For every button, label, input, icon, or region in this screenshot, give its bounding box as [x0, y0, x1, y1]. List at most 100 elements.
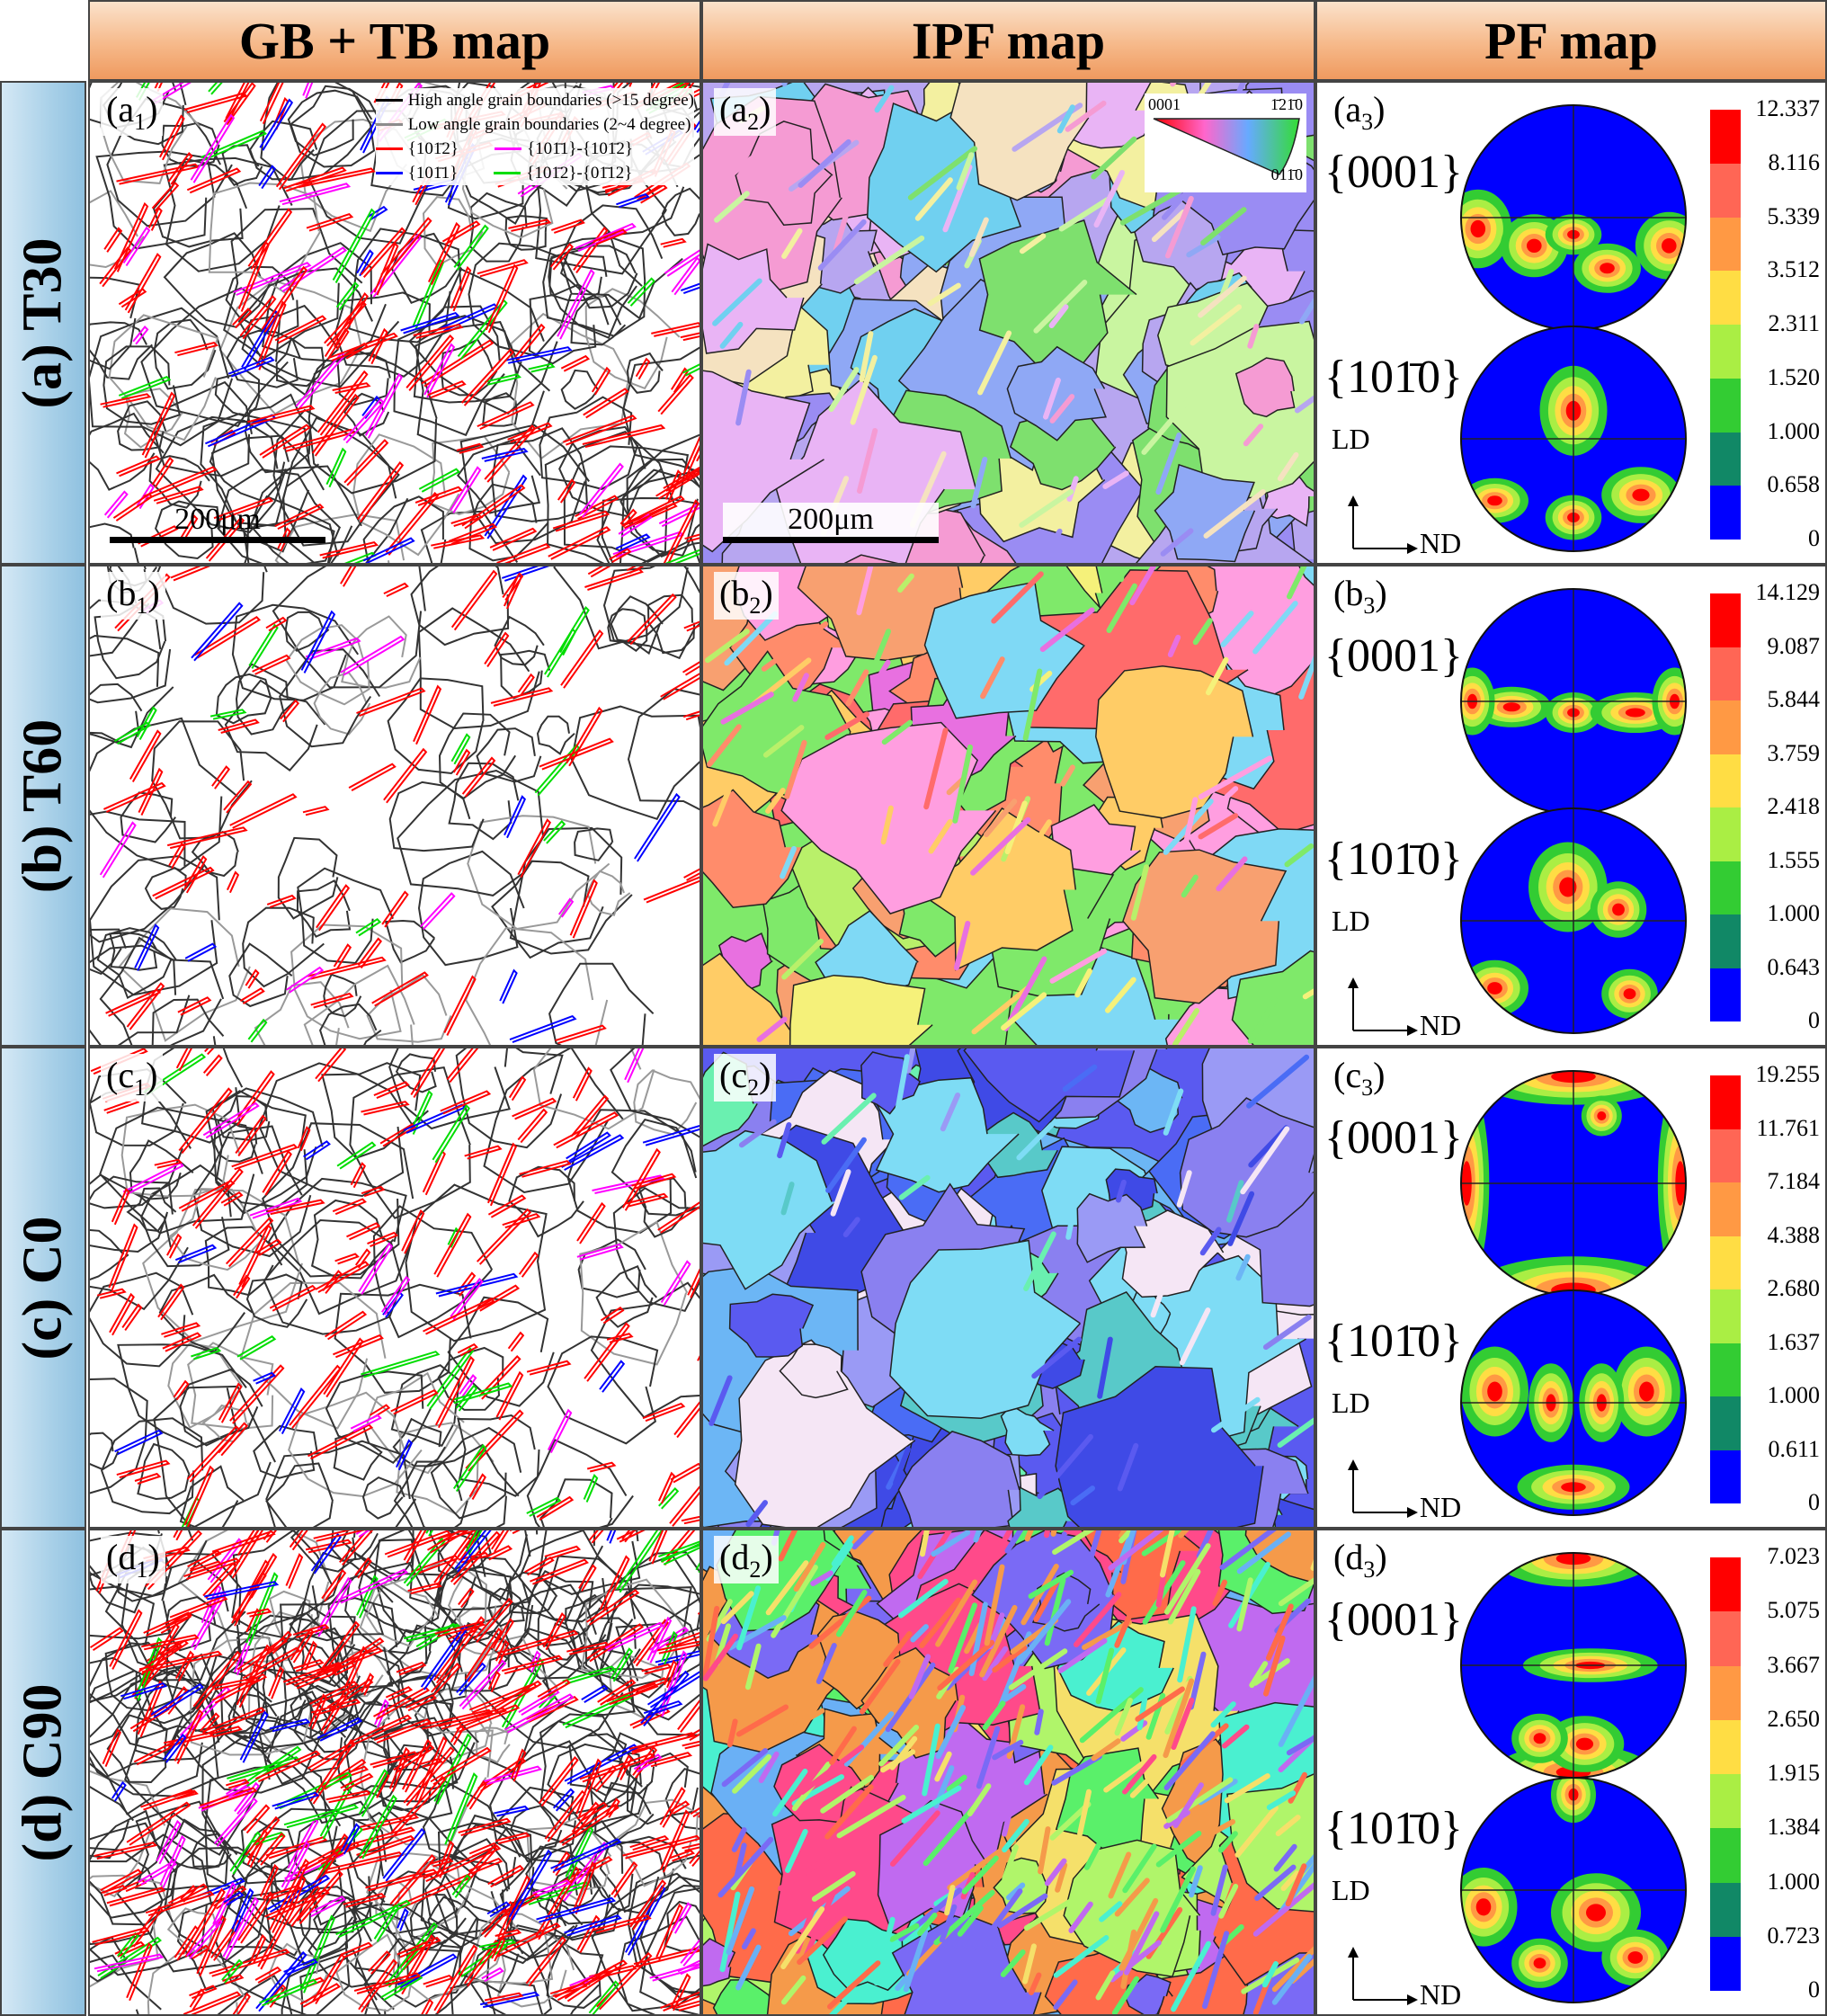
twin-boundaries	[90, 1048, 700, 1527]
colorbar-tick-label: 11.761	[1756, 1114, 1820, 1141]
gb-tb-map-panel: (c1)	[88, 1047, 701, 1529]
pf-prism-label: {101̄0}	[1324, 1803, 1463, 1854]
colorbar-tick-label: 1.520	[1767, 363, 1821, 390]
colorbar-tick-label: 1.000	[1767, 900, 1821, 926]
panel-label: (d3)	[1328, 1536, 1393, 1583]
header-pf: PF map	[1315, 0, 1827, 81]
colorbar-tick-label: 0.658	[1767, 471, 1821, 498]
nd-axis-label: ND	[1420, 1009, 1462, 1041]
pf-map-panel: {0001} {101̄0} LD ND 7.023 5.075 3.667 2.650 1.9…	[1315, 1529, 1827, 2016]
colorbar-tick-label: 1.000	[1767, 417, 1821, 444]
ipf-twins	[705, 566, 1314, 1045]
colorbar-tick-label: 8.116	[1768, 148, 1820, 175]
pf-basal-label: {0001}	[1324, 630, 1463, 682]
colorbar-tick-label: 5.844	[1767, 686, 1821, 712]
colorbar-tick-label: 0	[1808, 1489, 1820, 1515]
panel-label: (b3)	[1328, 572, 1393, 620]
ld-axis-label: LD	[1332, 423, 1370, 455]
colorbar-tick-label: 1.384	[1767, 1814, 1821, 1841]
colorbar-tick-label: 0	[1808, 1007, 1820, 1033]
pf-colorbar	[1710, 1075, 1741, 1503]
ipf-map-panel: (d2)	[701, 1529, 1315, 2016]
colorbar-tick-label: 1.637	[1767, 1328, 1821, 1355]
pf-colorbar	[1710, 593, 1741, 1021]
nd-axis-label: ND	[1420, 527, 1462, 559]
ipf-grains	[703, 1048, 1314, 1527]
colorbar-tick-label: 0.611	[1768, 1435, 1820, 1462]
colorbar-tick-label: 0	[1808, 525, 1820, 551]
colorbar-tick-label: 5.075	[1767, 1597, 1821, 1624]
ipf-map-panel: (c2)	[701, 1047, 1315, 1529]
panel-label: (a3)	[1328, 88, 1391, 136]
colorbar-tick-label: 2.680	[1767, 1275, 1821, 1301]
colorbar-tick-label: 12.337	[1755, 95, 1821, 121]
gb-tb-map-panel: High angle grain boundaries (>15 degree)…	[88, 81, 701, 565]
row-label: (a) T30	[0, 81, 86, 565]
colorbar-tick-label: 1.000	[1767, 1382, 1821, 1408]
ipf-color-key: 0001 1̄21̄0 011̄0	[1145, 94, 1306, 192]
colorbar-tick-label: 3.759	[1767, 739, 1821, 766]
colorbar-tick-label: 2.418	[1767, 793, 1821, 819]
header-ipf: IPF map	[701, 0, 1315, 81]
scale-bar: 200μm	[723, 503, 939, 543]
colorbar-tick-label: 2.650	[1767, 1705, 1821, 1732]
colorbar-tick-label: 5.339	[1767, 202, 1821, 229]
grain-boundaries	[90, 1048, 700, 1527]
colorbar-tick-label: 19.255	[1755, 1061, 1821, 1087]
panel-label: (d2)	[714, 1536, 779, 1583]
ld-axis-label: LD	[1332, 905, 1370, 937]
panel-label: (c2)	[714, 1054, 777, 1102]
panel-label: (d1)	[101, 1536, 165, 1583]
pf-prism-label: {101̄0}	[1324, 834, 1463, 885]
header-gb-tb: GB + TB map	[88, 0, 701, 81]
panel-label: (a1)	[101, 88, 164, 136]
nd-axis-label: ND	[1420, 1491, 1462, 1523]
ld-axis-label: LD	[1332, 1874, 1370, 1906]
twin-boundaries	[90, 1530, 700, 2014]
pf-basal-label: {0001}	[1324, 147, 1463, 198]
pf-map-panel: {0001} {101̄0} LD ND 12.337 8.116 5.339 3.512 2.…	[1315, 81, 1827, 565]
panel-label: (a2)	[714, 88, 777, 136]
colorbar-tick-label: 3.512	[1767, 256, 1821, 283]
boundary-legend: High angle grain boundaries (>15 degree)…	[375, 88, 694, 185]
grain-boundaries	[90, 566, 700, 1045]
colorbar-tick-label: 0.723	[1767, 1922, 1821, 1949]
colorbar-tick-label: 1.000	[1767, 1868, 1821, 1895]
ld-nd-axes	[1348, 495, 1418, 554]
pf-colorbar	[1710, 110, 1741, 540]
row-label: (c) C0	[0, 1047, 86, 1529]
colorbar-tick-label: 14.129	[1755, 579, 1821, 605]
ld-axis-label: LD	[1332, 1387, 1370, 1419]
panel-label: (b2)	[714, 572, 779, 620]
colorbar-tick-label: 4.388	[1767, 1221, 1821, 1248]
ipf-map-panel: 0001 1̄21̄0 011̄0 (a2) 200μm	[701, 81, 1315, 565]
colorbar-tick-label: 9.087	[1767, 632, 1821, 659]
ld-nd-axes	[1348, 1459, 1418, 1518]
ipf-twins	[709, 1048, 1314, 1527]
ipf-map-panel: (b2)	[701, 565, 1315, 1047]
pf-basal-label: {0001}	[1324, 1594, 1463, 1646]
pf-map-panel: {0001} {101̄0} LD ND 19.255 11.761 7.184 4.388 2…	[1315, 1047, 1827, 1529]
ld-nd-axes	[1348, 1947, 1418, 2005]
row-label: (d) C90	[0, 1529, 86, 2016]
colorbar-tick-label: 7.023	[1767, 1543, 1821, 1569]
pf-prism-label: {101̄0}	[1324, 1316, 1463, 1367]
pf-prism-label: {101̄0}	[1324, 352, 1463, 403]
ipf-grains	[703, 83, 1314, 563]
panel-label: (c1)	[101, 1054, 164, 1102]
nd-axis-label: ND	[1420, 1978, 1462, 2011]
twin-boundaries	[99, 566, 700, 1045]
gb-tb-map-panel: (b1)	[88, 565, 701, 1047]
colorbar-tick-label: 0	[1808, 1976, 1820, 2003]
colorbar-tick-label: 0.643	[1767, 953, 1821, 980]
ld-nd-axes	[1348, 977, 1418, 1036]
colorbar-tick-label: 2.311	[1768, 310, 1820, 336]
ipf-twins	[703, 1530, 1314, 2014]
colorbar-tick-label: 1.915	[1767, 1760, 1821, 1786]
pf-map-panel: {0001} {101̄0} LD ND 14.129 9.087 5.844 3.759 2.…	[1315, 565, 1827, 1047]
panel-label: (b1)	[101, 572, 165, 620]
colorbar-tick-label: 3.667	[1767, 1651, 1821, 1678]
row-label: (b) T60	[0, 565, 86, 1047]
colorbar-tick-label: 7.184	[1767, 1168, 1821, 1194]
